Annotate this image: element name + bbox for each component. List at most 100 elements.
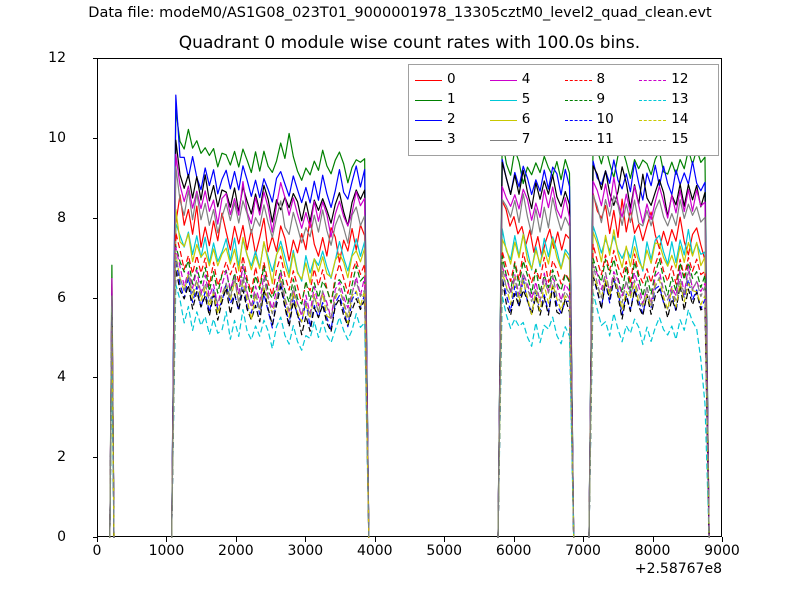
legend-item-11[interactable]: 11 [564,130,638,150]
y-tick-label: 2 [57,449,66,466]
legend-label-0: 0 [447,71,456,88]
legend-swatch-5 [489,99,517,101]
legend-label-9: 9 [596,91,606,108]
series-line-4 [497,185,575,538]
legend-item-9[interactable]: 9 [564,90,638,110]
series-line-6 [171,208,370,538]
x-tick-mark [444,537,446,542]
legend-item-2[interactable]: 2 [415,110,488,130]
series-line-9 [588,257,710,538]
legend-swatch-2 [415,119,442,121]
figure-suptitle: Data file: modeM0/AS1G08_023T01_90000019… [88,5,712,21]
x-tick-mark [513,537,515,542]
x-tick-mark [166,537,168,542]
legend-swatch-10 [564,119,592,121]
legend-label-4: 4 [521,71,531,88]
series-line-11 [588,275,710,538]
series-line-3 [497,161,575,538]
x-tick-label: 8000 [634,543,671,559]
legend-label-6: 6 [521,111,531,128]
x-tick-mark [583,537,585,542]
legend-label-14: 14 [671,111,689,128]
series-line-6 [497,233,575,538]
x-tick-mark [97,537,98,542]
legend-label-1: 1 [447,91,456,108]
x-axis-offset-text: +2.58767e8 [634,561,722,577]
y-tick-label: 8 [57,209,66,226]
y-tick-mark [93,137,98,139]
legend-item-1[interactable]: 1 [415,90,488,110]
series-line-7 [588,194,710,538]
x-tick-mark [722,537,723,542]
series-line-3 [171,139,370,538]
x-tick-label: 9000 [704,543,740,559]
legend-label-7: 7 [521,131,531,148]
series-line-15 [109,306,115,538]
series-line-10 [171,259,370,538]
series-line-15 [171,255,370,538]
x-tick-label: 7000 [565,543,601,559]
series-line-12 [588,264,710,538]
y-tick-mark [93,217,98,219]
series-canvas [109,94,710,538]
series-line-8 [171,232,370,538]
legend-box[interactable]: 0 4 8 12 1 5 9 13 2 6 10 14 3 7 11 15 [408,64,719,156]
series-line-11 [171,268,370,538]
series-line-4 [588,176,710,538]
x-tick-mark [374,537,376,542]
series-line-5 [171,222,370,538]
series-line-14 [588,273,710,538]
series-line-1 [497,138,575,538]
series-line-4 [171,153,370,538]
y-tick-label: 4 [57,369,66,386]
legend-item-0[interactable]: 0 [415,70,488,90]
legend-label-10: 10 [596,111,614,128]
legend-item-7[interactable]: 7 [489,130,563,150]
y-tick-mark [93,58,98,59]
series-line-0 [497,200,575,538]
legend-swatch-1 [415,99,442,101]
legend-item-15[interactable]: 15 [639,130,712,150]
legend-swatch-9 [564,99,592,101]
x-tick-label: 5000 [426,543,463,559]
x-tick-label: 6000 [495,543,532,559]
series-line-1 [588,137,710,538]
legend-swatch-15 [639,139,667,141]
plot-title: Quadrant 0 module wise count rates with … [178,33,641,53]
x-tick-mark [235,537,237,542]
legend-item-13[interactable]: 13 [639,90,712,110]
x-tick-mark [652,537,654,542]
legend-swatch-8 [564,79,592,81]
series-line-7 [497,193,575,538]
x-tick-label: 3000 [287,543,324,559]
x-tick-label: 1000 [148,543,185,559]
legend-item-3[interactable]: 3 [415,130,488,150]
x-tick-label: 2000 [218,543,254,559]
legend-item-4[interactable]: 4 [489,70,563,90]
series-line-13 [497,295,575,538]
y-tick-label: 6 [57,289,66,306]
legend-swatch-7 [489,139,517,141]
legend-label-12: 12 [671,71,689,88]
legend-swatch-13 [639,99,667,101]
legend-swatch-12 [639,79,667,81]
y-tick-mark [93,297,98,299]
series-line-2 [588,159,710,538]
legend-item-14[interactable]: 14 [639,110,712,130]
y-tick-label: 0 [57,529,66,545]
series-line-12 [171,246,370,538]
x-tick-label: 0 [92,543,102,559]
legend-label-11: 11 [596,131,614,148]
legend-item-8[interactable]: 8 [564,70,638,90]
legend-label-5: 5 [521,91,531,108]
series-line-11 [497,278,575,538]
legend-item-12[interactable]: 12 [639,70,712,90]
series-line-12 [497,266,575,538]
legend-swatch-6 [489,119,517,121]
legend-item-5[interactable]: 5 [489,90,563,110]
legend-item-6[interactable]: 6 [489,110,563,130]
y-tick-mark [93,537,98,538]
legend-label-2: 2 [447,111,456,128]
legend-item-10[interactable]: 10 [564,110,638,130]
y-tick-label: 10 [48,129,66,146]
